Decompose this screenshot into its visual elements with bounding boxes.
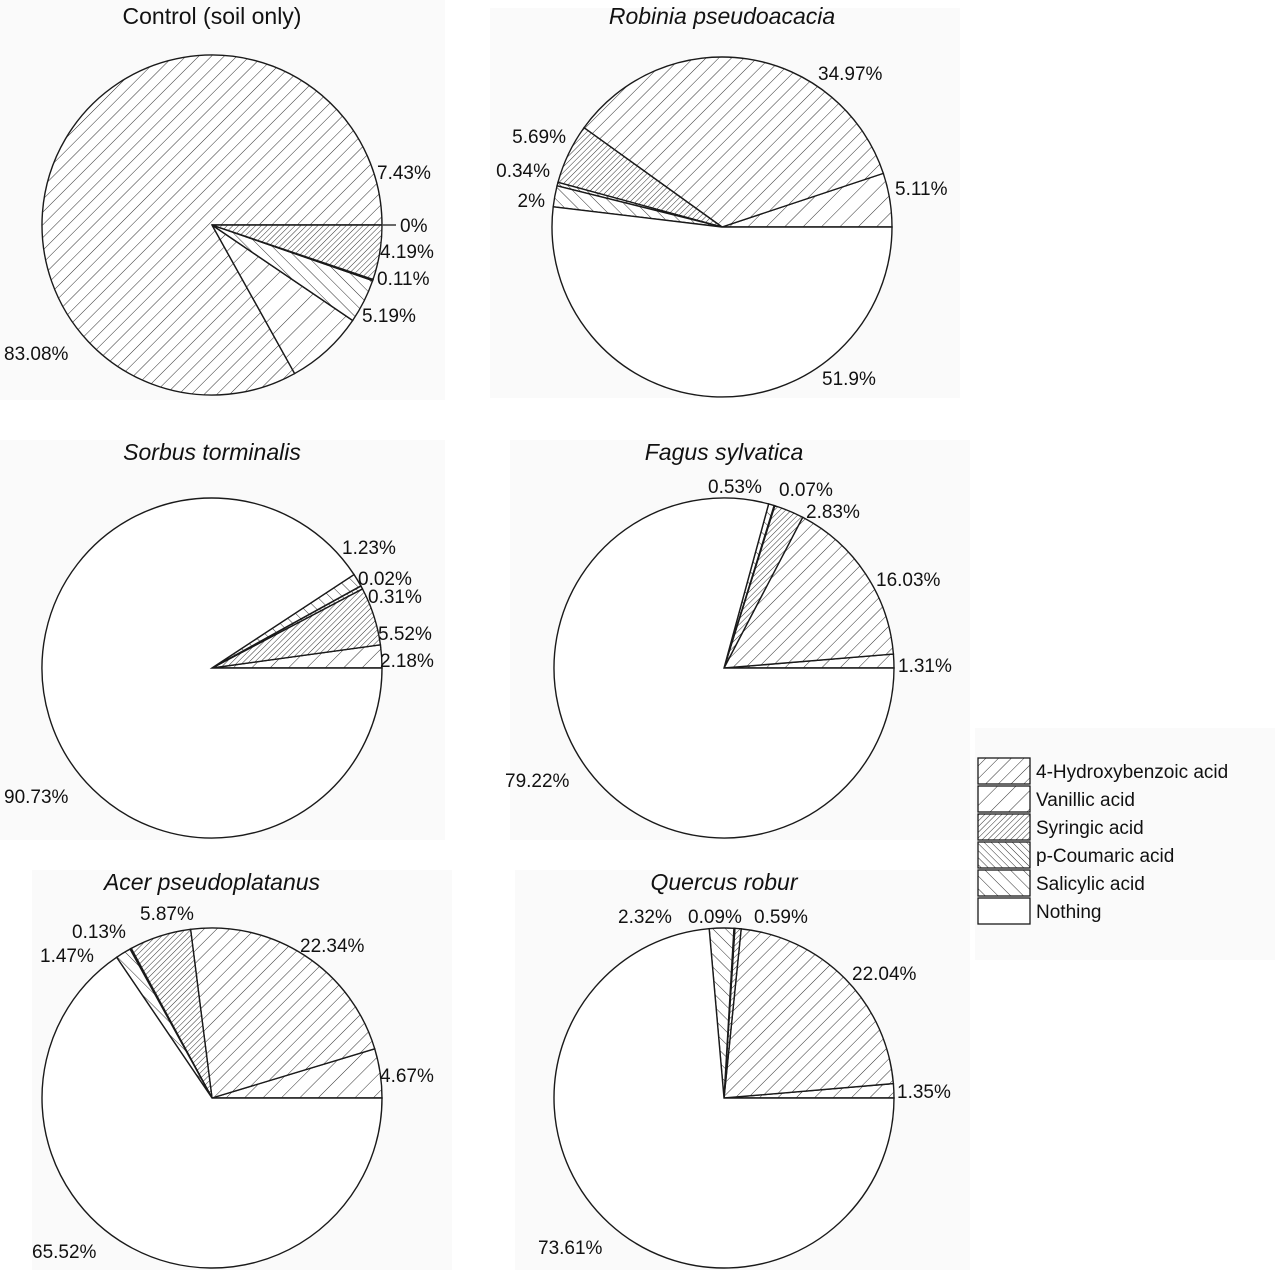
pie-titles: Control (soil only) Robinia pseudoacacia… [102, 3, 835, 895]
legend-item: 4-Hydroxybenzoic acid [977, 757, 1228, 785]
slice-percent-label: 4.67% [380, 1066, 434, 1087]
slice-percent-label: 79.22% [505, 771, 570, 792]
slice-percent-label: 1.23% [342, 538, 396, 559]
slice-percent-label: 0.09% [688, 907, 742, 928]
slice-percent-label: 2.18% [380, 651, 434, 672]
pie-slice-4-hydroxybenzoic-acid [583, 56, 885, 228]
legend-swatch [977, 757, 1031, 785]
slice-percent-label: 0.53% [708, 477, 762, 498]
slice-percent-label: 16.03% [876, 570, 941, 591]
slice-percent-label: 2% [518, 191, 546, 212]
pie-slice-nothing [41, 497, 383, 839]
slice-percent-label: 34.97% [818, 64, 883, 85]
legend-swatch [977, 869, 1031, 897]
legend-swatch [977, 841, 1031, 869]
slice-percent-label: 73.61% [538, 1238, 603, 1259]
pie-slice-nothing [551, 206, 893, 398]
pie-slice-4-hydroxybenzoic-acid [189, 927, 376, 1099]
pie-slice-syringic-acid [211, 224, 383, 281]
slice-percent-label: 5.87% [140, 904, 194, 925]
slice-percent-label: 0.11% [377, 269, 430, 290]
legend-swatch [977, 813, 1031, 841]
slice-percent-label: 1.31% [898, 656, 952, 677]
slice-percent-label: 0% [400, 216, 428, 237]
slice-percent-label: 0.59% [754, 907, 808, 928]
pie-title-acer: Acer pseudoplatanus [102, 869, 321, 895]
slice-percent-label: 5.11% [895, 179, 948, 200]
legend-label: 4-Hydroxybenzoic acid [1036, 762, 1228, 783]
legend-item: p-Coumaric acid [977, 841, 1174, 869]
legend-item: Vanillic acid [977, 785, 1135, 813]
pie-title-control: Control (soil only) [123, 3, 302, 29]
pie-fagus: 1.31% 16.03% 2.83%0.07% 0.53% 79.22% [505, 477, 952, 839]
slice-percent-label: 7.43% [377, 163, 431, 184]
slice-percent-label: 2.83% [806, 502, 860, 523]
pie-slice-4-hydroxybenzoic-acid [722, 516, 895, 669]
slice-percent-label: 0.34% [496, 161, 550, 182]
legend-swatch [977, 897, 1031, 925]
pie-control: 83.08% 7.43% 0% 4.19% 0.11% 5.19% [4, 54, 434, 396]
slice-percent-label: 1.35% [897, 1082, 951, 1103]
legend-label: Salicylic acid [1036, 874, 1145, 895]
legend-label: Vanillic acid [1036, 790, 1135, 811]
slice-percent-label: 90.73% [4, 787, 69, 808]
pie-slice-nothing [41, 956, 383, 1269]
pie-robinia: 5.11% 34.97% 5.69% 0.34% 2% 51.9% [496, 56, 948, 398]
slice-percent-label: 83.08% [4, 344, 69, 365]
slice-percent-label: 0.31% [368, 587, 422, 608]
legend-label: Nothing [1036, 902, 1102, 923]
pie-title-quercus: Quercus robur [650, 869, 798, 895]
slice-percent-label: 5.52% [378, 624, 432, 645]
slice-percent-label: 5.69% [512, 127, 566, 148]
pie-title-robinia: Robinia pseudoacacia [609, 3, 835, 29]
legend-item: Salicylic acid [977, 869, 1145, 897]
slice-percent-label: 2.32% [618, 907, 672, 928]
legend-swatch [977, 785, 1031, 813]
pie-title-sorbus: Sorbus torminalis [123, 439, 301, 465]
legend-item: Nothing [977, 897, 1102, 925]
pie-acer: 4.67% 22.34% 5.87% 0.13% 1.47% 65.52% [32, 904, 434, 1269]
pie-title-fagus: Fagus sylvatica [645, 439, 804, 465]
slice-percent-label: 51.9% [822, 369, 876, 390]
legend: 4-Hydroxybenzoic acid Vanillic acid Syri… [977, 757, 1228, 925]
slice-percent-label: 4.19% [380, 242, 434, 263]
pie-quercus: 1.35% 22.04% 0.59% 0.09% 2.32% 73.61% [538, 907, 951, 1269]
pie-slice-4-hydroxybenzoic-acid [41, 54, 383, 396]
pie-slice-nothing [553, 497, 895, 839]
slice-percent-label: 22.34% [300, 936, 365, 957]
slice-percent-label: 0.07% [779, 480, 833, 501]
slice-percent-label: 65.52% [32, 1242, 97, 1263]
legend-item: Syringic acid [977, 813, 1144, 841]
slice-percent-label: 1.47% [40, 946, 94, 967]
slice-percent-label: 5.19% [362, 306, 416, 327]
pie-sorbus: 2.18% 5.52% 0.31%0.02% 1.23% 90.73% [4, 497, 434, 839]
legend-label: Syringic acid [1036, 818, 1144, 839]
pie-slice-4-hydroxybenzoic-acid [723, 928, 895, 1099]
slice-percent-label: 22.04% [852, 964, 917, 985]
legend-label: p-Coumaric acid [1036, 846, 1174, 867]
slice-percent-label: 0.02% [358, 569, 412, 590]
slice-percent-label: 0.13% [72, 922, 126, 943]
pie-slice-nothing [553, 927, 895, 1269]
